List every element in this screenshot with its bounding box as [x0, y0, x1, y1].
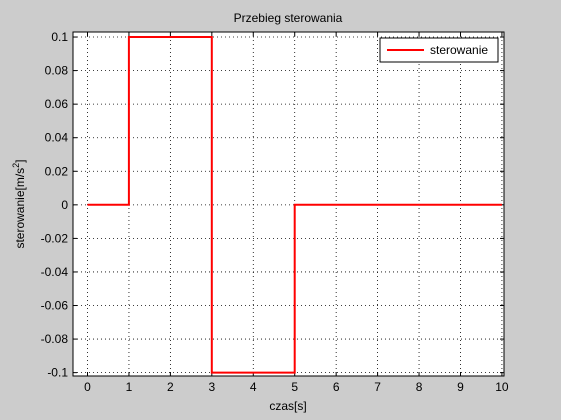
x-tick-label: 9 [457, 380, 464, 394]
x-tick-label: 2 [167, 380, 174, 394]
x-tick-label: 0 [84, 380, 91, 394]
x-axis-label: czas[s] [269, 399, 306, 413]
x-tick-label: 3 [208, 380, 215, 394]
y-tick-label: 0.04 [45, 131, 69, 145]
y-tick-label: 0.02 [45, 164, 69, 178]
y-tick-label: -0.08 [41, 332, 69, 346]
legend-label-sterowanie: sterowanie [430, 43, 488, 57]
y-axis-label-suffix: ] [13, 159, 27, 162]
y-tick-label: 0.1 [51, 30, 68, 44]
chart-title: Przebieg sterowania [234, 11, 343, 25]
y-tick-label: -0.04 [41, 265, 69, 279]
x-tick-label: 4 [250, 380, 257, 394]
x-tick-label: 1 [126, 380, 133, 394]
legend: sterowanie [379, 37, 499, 63]
y-axis-label-main: sterowanie[m/s [13, 168, 27, 249]
y-axis-label: sterowanie[m/s2] [11, 159, 27, 248]
y-tick-label: -0.02 [41, 231, 69, 245]
y-tick-label: 0.08 [45, 64, 69, 78]
x-tick-label: 6 [333, 380, 340, 394]
series [87, 36, 502, 374]
x-tick-label: 5 [291, 380, 298, 394]
series-line-sterowanie [87, 36, 502, 374]
y-axis-label-superscript: 2 [11, 163, 21, 168]
y-tick-label: -0.1 [47, 366, 68, 380]
y-tick-label: -0.06 [41, 299, 69, 313]
plot-frame [72, 31, 505, 377]
ticks: 0 1 2 3 4 5 6 7 8 9 10 -0.1 -0.08 -0.06 -0.04 -0.02 0 0.0… [41, 30, 509, 394]
x-tick-label: 7 [374, 380, 381, 394]
x-tick-label: 8 [416, 380, 423, 394]
legend-box [379, 37, 499, 63]
y-tick-label: 0 [61, 198, 68, 212]
x-tick-label: 10 [495, 380, 509, 394]
y-tick-label: 0.06 [45, 97, 69, 111]
